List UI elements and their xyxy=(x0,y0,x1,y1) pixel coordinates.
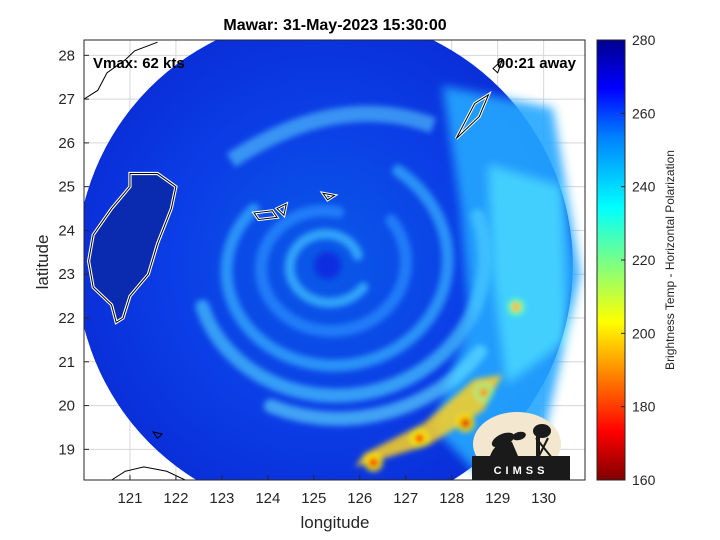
y-tick-label: 28 xyxy=(58,47,75,64)
hotspot xyxy=(478,387,489,398)
colorbar-tick-label: 180 xyxy=(632,399,656,415)
colorbar-tick-label: 260 xyxy=(632,105,656,121)
colorbar: 160 180 200 220 240 260 280 Brightness Temp - … xyxy=(596,32,677,488)
logo-text: CIMSS xyxy=(494,465,549,477)
outer-rainband xyxy=(433,85,581,476)
hotspot xyxy=(368,457,379,468)
x-tick-label: 123 xyxy=(209,490,234,507)
brightness-temperature-swath xyxy=(84,40,581,480)
y-tick-label: 25 xyxy=(58,179,75,196)
x-tick-label: 127 xyxy=(393,490,418,507)
y-tick-label: 19 xyxy=(58,441,75,458)
colorbar-tick-label: 200 xyxy=(632,325,656,341)
vmax-annotation: Vmax: 62 kts xyxy=(93,55,185,72)
y-axis-title: latitude xyxy=(33,235,52,290)
hotspot xyxy=(511,302,522,313)
coastlines xyxy=(84,41,504,480)
y-tick-label: 23 xyxy=(58,266,75,283)
x-tick-label: 129 xyxy=(485,490,510,507)
x-tick-label: 121 xyxy=(117,490,142,507)
colorbar-tick-label: 160 xyxy=(632,472,656,488)
y-tick-label: 20 xyxy=(58,398,75,415)
hotspot xyxy=(414,433,425,444)
x-axis-ticks: 121 122 123 124 125 126 127 128 129 130 xyxy=(117,475,556,507)
chart-title: Mawar: 31-May-2023 15:30:00 xyxy=(223,17,446,34)
x-tick-label: 122 xyxy=(163,490,188,507)
y-tick-label: 21 xyxy=(58,354,75,371)
colorbar-title: Brightness Temp - Horizontal Polarizatio… xyxy=(663,150,677,370)
island-coast xyxy=(455,93,490,139)
x-tick-label: 130 xyxy=(531,490,556,507)
y-tick-label: 22 xyxy=(58,310,75,327)
x-axis-title: longitude xyxy=(300,513,369,532)
colorbar-tick-label: 280 xyxy=(632,32,656,48)
x-tick-label: 124 xyxy=(255,490,280,507)
island-coast xyxy=(253,210,278,221)
time-away-annotation: 00:21 away xyxy=(497,55,577,72)
x-tick-label: 126 xyxy=(347,490,372,507)
y-tick-label: 26 xyxy=(58,135,75,152)
spiral-bands xyxy=(195,105,492,426)
island-coast xyxy=(276,203,287,217)
y-tick-label: 24 xyxy=(58,222,75,239)
island-coast xyxy=(321,192,336,201)
x-tick-label: 125 xyxy=(301,490,326,507)
island-coast xyxy=(151,431,164,440)
colorbar-tick-label: 240 xyxy=(632,179,656,195)
taiwan-coast xyxy=(88,173,177,324)
y-axis-ticks: 19 20 21 22 23 24 25 26 27 28 xyxy=(58,47,89,458)
x-tick-label: 128 xyxy=(439,490,464,507)
plot-frame xyxy=(83,39,586,481)
plot-area xyxy=(84,40,585,480)
hotspot xyxy=(460,418,471,429)
luzon-coast xyxy=(111,466,186,480)
convective-cores xyxy=(355,298,526,472)
colorbar-ticks: 160 180 200 220 240 260 280 xyxy=(621,32,656,488)
colorbar-gradient xyxy=(596,39,626,481)
cimss-logo: CIMSS xyxy=(472,412,570,480)
island-coast xyxy=(492,59,503,74)
mainland-coast xyxy=(84,41,158,100)
colorbar-tick-label: 220 xyxy=(632,252,656,268)
y-tick-label: 27 xyxy=(58,91,75,108)
